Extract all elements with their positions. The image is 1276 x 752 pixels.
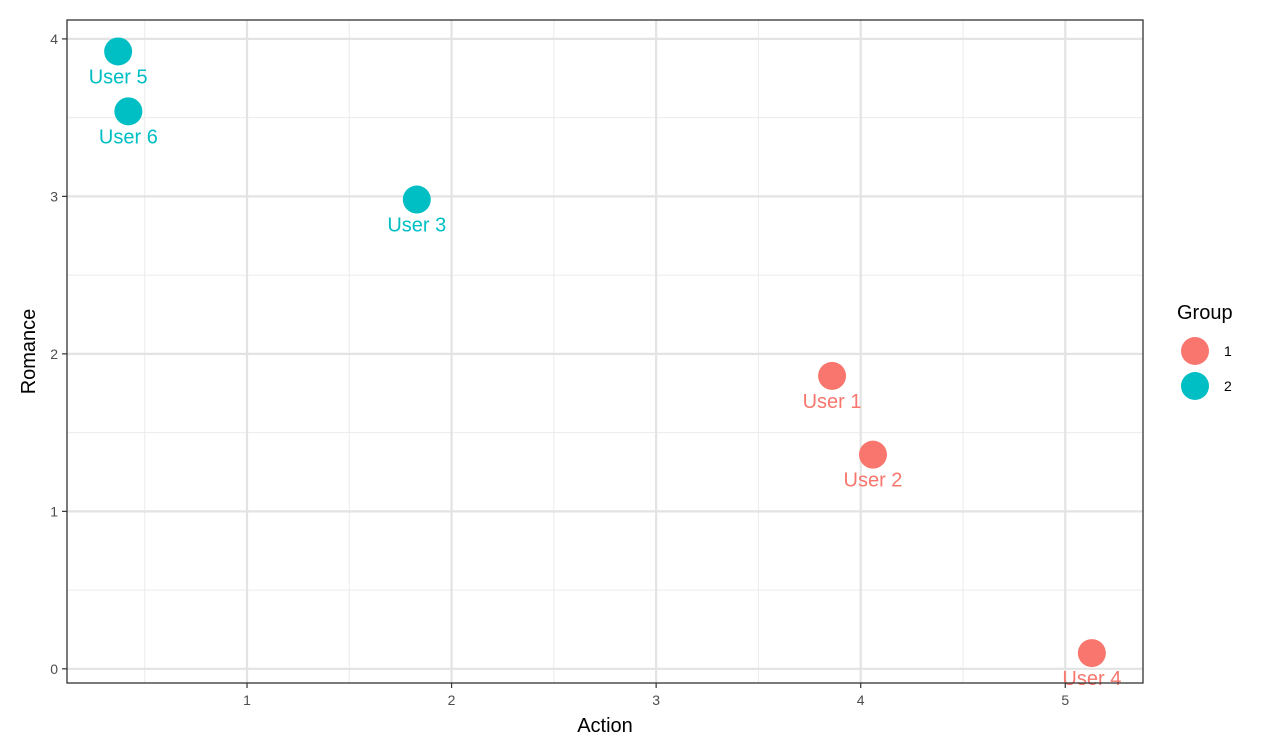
x-axis-title: Action — [577, 715, 633, 737]
y-axis-title: Romance — [18, 309, 40, 395]
data-point — [114, 97, 143, 126]
legend-label: 1 — [1224, 343, 1232, 359]
data-point-label: User 3 — [387, 215, 446, 237]
data-point — [104, 37, 133, 66]
y-tick-label: 4 — [50, 31, 58, 47]
panel-border — [66, 19, 1144, 684]
legend-title: Group — [1177, 302, 1233, 324]
legend-label: 2 — [1224, 378, 1232, 394]
legend-key — [1181, 372, 1209, 400]
data-point-label: User 6 — [99, 126, 158, 148]
data-point-label: User 5 — [89, 66, 148, 88]
data-point-label: User 2 — [844, 470, 903, 492]
x-tick-label: 4 — [857, 692, 865, 708]
legend: Group 1 2 — [1177, 302, 1233, 400]
data-point — [1077, 639, 1106, 668]
legend-key — [1181, 337, 1209, 365]
x-tick-label: 2 — [448, 692, 456, 708]
data-point-label: User 1 — [803, 391, 862, 413]
data-point — [818, 361, 847, 390]
x-tick-label: 1 — [243, 692, 251, 708]
x-axis-ticks: 1 2 3 4 5 — [243, 683, 1069, 708]
data-points: User 1 User 2 User 3 User 4 User 5 User 6 — [89, 37, 1121, 690]
y-tick-label: 0 — [50, 661, 58, 677]
data-point-label: User 4 — [1062, 668, 1121, 690]
data-point — [402, 185, 431, 214]
y-tick-label: 1 — [50, 503, 58, 519]
data-point — [858, 440, 887, 469]
y-tick-label: 2 — [50, 346, 58, 362]
major-gridlines — [67, 20, 1143, 683]
x-tick-label: 5 — [1061, 692, 1069, 708]
y-axis-ticks: 0 1 2 3 4 — [50, 31, 67, 677]
y-tick-label: 3 — [50, 188, 58, 204]
x-tick-label: 3 — [652, 692, 660, 708]
